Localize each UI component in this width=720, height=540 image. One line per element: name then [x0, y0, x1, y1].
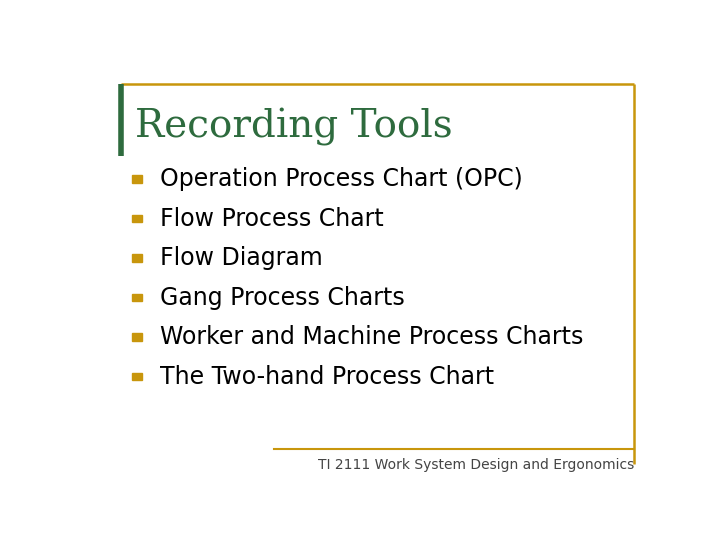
FancyBboxPatch shape: [132, 215, 143, 222]
Text: Operation Process Chart (OPC): Operation Process Chart (OPC): [160, 167, 523, 191]
FancyBboxPatch shape: [132, 294, 143, 301]
Text: The Two-hand Process Chart: The Two-hand Process Chart: [160, 364, 494, 389]
Text: TI 2111 Work System Design and Ergonomics: TI 2111 Work System Design and Ergonomic…: [318, 458, 634, 472]
Text: Flow Diagram: Flow Diagram: [160, 246, 323, 270]
Text: Gang Process Charts: Gang Process Charts: [160, 286, 405, 309]
FancyBboxPatch shape: [132, 176, 143, 183]
Text: Recording Tools: Recording Tools: [135, 109, 452, 146]
FancyBboxPatch shape: [132, 333, 143, 341]
FancyBboxPatch shape: [132, 254, 143, 262]
Text: Worker and Machine Process Charts: Worker and Machine Process Charts: [160, 325, 583, 349]
FancyBboxPatch shape: [132, 373, 143, 380]
Text: Flow Process Chart: Flow Process Chart: [160, 207, 384, 231]
